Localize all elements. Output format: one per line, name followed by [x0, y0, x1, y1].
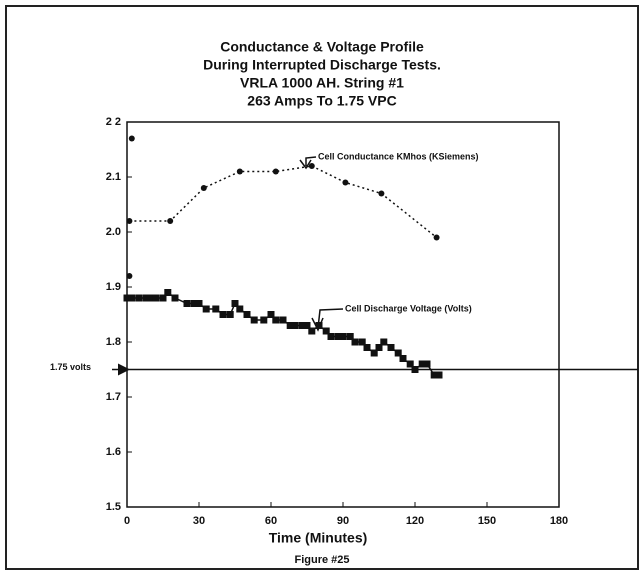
point	[406, 360, 414, 368]
point	[126, 273, 133, 279]
point	[308, 327, 316, 335]
y-tick-label: 2 2	[106, 116, 121, 128]
reference-arrow	[118, 363, 130, 376]
point	[418, 360, 426, 368]
point	[430, 371, 438, 379]
point	[375, 344, 383, 351]
point	[272, 168, 279, 175]
point	[212, 305, 220, 313]
y-tick-label: 1.8	[106, 336, 121, 348]
point	[346, 333, 354, 340]
point	[123, 294, 131, 302]
point	[423, 360, 431, 368]
point	[298, 322, 306, 329]
point	[219, 311, 227, 318]
point	[387, 344, 395, 351]
point	[433, 234, 440, 241]
y-tick-label: 2.0	[106, 226, 121, 238]
chart-title: VRLA 1000 AH. String #1	[240, 75, 404, 91]
point	[370, 349, 378, 357]
x-tick-label: 180	[550, 515, 568, 527]
point	[135, 294, 143, 302]
chart-title: 263 Amps To 1.75 VPC	[247, 93, 396, 109]
point	[378, 190, 385, 197]
point	[164, 289, 172, 296]
point	[231, 300, 239, 307]
x-tick-label: 60	[265, 515, 277, 527]
point	[147, 294, 155, 302]
point	[435, 371, 443, 379]
point	[236, 305, 244, 313]
point	[183, 300, 191, 307]
point	[190, 300, 198, 307]
point	[128, 294, 136, 302]
point	[315, 322, 323, 329]
point	[322, 327, 330, 335]
point	[142, 294, 150, 302]
x-tick-label: 30	[193, 515, 205, 527]
point	[195, 300, 203, 307]
point	[236, 168, 243, 175]
x-tick-label: 0	[124, 515, 130, 527]
point	[128, 135, 135, 142]
frame	[5, 5, 639, 570]
point	[202, 305, 210, 313]
x-tick-label: 150	[478, 515, 496, 527]
x-tick-label: 120	[406, 515, 424, 527]
chart-title: Conductance & Voltage Profile	[220, 39, 424, 55]
point	[152, 294, 160, 302]
y-tick-label: 1.7	[106, 391, 121, 403]
point	[394, 349, 402, 357]
point	[200, 185, 207, 191]
point	[243, 311, 251, 318]
point	[342, 179, 349, 186]
point	[291, 322, 299, 329]
y-tick-label: 1.5	[106, 501, 121, 513]
point	[303, 322, 311, 329]
point	[126, 218, 133, 224]
plot-area	[126, 121, 560, 508]
point	[260, 316, 268, 324]
x-axis-label: Time (Minutes)	[269, 530, 368, 546]
y-tick-label: 1.9	[106, 281, 121, 293]
point	[279, 316, 287, 324]
chart-title: During Interrupted Discharge Tests.	[203, 57, 441, 73]
point	[411, 366, 419, 373]
point	[380, 338, 388, 346]
point	[327, 333, 335, 340]
series-label: Cell Conductance KMhos (KSiemens)	[318, 151, 479, 161]
series-label: Cell Discharge Voltage (Volts)	[345, 303, 472, 313]
point	[171, 294, 179, 302]
x-tick-label: 90	[337, 515, 349, 527]
point	[226, 311, 234, 318]
point	[363, 344, 371, 351]
reference-label: 1.75 volts	[50, 362, 91, 372]
series-line	[129, 165, 438, 239]
y-tick-label: 2.1	[106, 171, 121, 183]
point	[167, 218, 174, 224]
point	[250, 316, 258, 324]
point	[358, 338, 366, 346]
point	[339, 333, 347, 340]
point	[286, 322, 294, 329]
point	[159, 294, 167, 302]
point	[272, 316, 280, 324]
point	[267, 311, 275, 318]
point	[334, 333, 342, 340]
point	[308, 163, 315, 169]
caption: Figure #25	[294, 554, 349, 566]
annotation-arrow	[299, 156, 317, 170]
point	[399, 355, 407, 362]
point	[351, 338, 359, 346]
y-tick-label: 1.6	[106, 446, 121, 458]
